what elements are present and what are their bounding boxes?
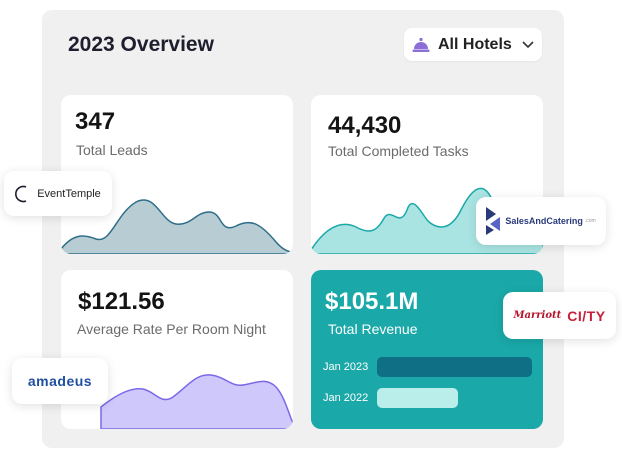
revenue-row-2022: Jan 2022	[323, 388, 532, 408]
city-logo-text: CI/TY	[567, 307, 606, 324]
salesandcatering-logo-icon	[486, 207, 501, 235]
salesandcatering-logo-suffix: .com	[584, 218, 596, 224]
revenue-bar-2022	[377, 388, 458, 408]
revenue-bar-2023	[377, 357, 532, 377]
total-leads-value: 347	[75, 108, 116, 135]
total-tasks-label: Total Completed Tasks	[328, 143, 469, 159]
eventtemple-logo-text: EventTemple	[37, 187, 101, 200]
page-title: 2023 Overview	[68, 33, 214, 56]
revenue-row-label: Jan 2023	[323, 361, 369, 373]
total-revenue-value: $105.1M	[325, 288, 419, 315]
leads-sparkline	[61, 199, 293, 254]
chevron-down-icon	[522, 40, 534, 48]
concierge-bell-icon	[412, 37, 430, 52]
marriott-city-logo-badge: Marriott CI/TY	[503, 292, 616, 339]
revenue-row-2023: Jan 2023	[323, 357, 532, 377]
amadeus-logo-badge: amadeus	[12, 358, 108, 404]
total-revenue-label: Total Revenue	[328, 321, 418, 337]
hotel-selector-dropdown[interactable]: All Hotels	[404, 28, 542, 61]
total-tasks-value: 44,430	[328, 112, 402, 139]
amadeus-logo-text: amadeus	[27, 373, 93, 389]
average-rate-card: $121.56 Average Rate Per Room Night	[61, 270, 293, 429]
average-rate-value: $121.56	[78, 288, 165, 315]
revenue-row-label: Jan 2022	[323, 392, 369, 404]
rate-sparkline	[100, 374, 293, 429]
salesandcatering-logo-badge: SalesAndCatering .com	[476, 197, 606, 245]
marriott-logo-text: Marriott	[513, 310, 562, 321]
hotel-selector-label: All Hotels	[438, 35, 512, 53]
total-leads-label: Total Leads	[76, 142, 148, 158]
total-leads-card: 347 Total Leads	[61, 95, 293, 254]
salesandcatering-logo-text: SalesAndCatering	[505, 216, 583, 226]
eventtemple-logo-badge: EventTemple	[4, 171, 112, 216]
average-rate-label: Average Rate Per Room Night	[77, 321, 266, 337]
revenue-bar-track	[377, 357, 532, 377]
revenue-bar-track	[377, 388, 532, 408]
eventtemple-logo-icon	[15, 185, 27, 202]
